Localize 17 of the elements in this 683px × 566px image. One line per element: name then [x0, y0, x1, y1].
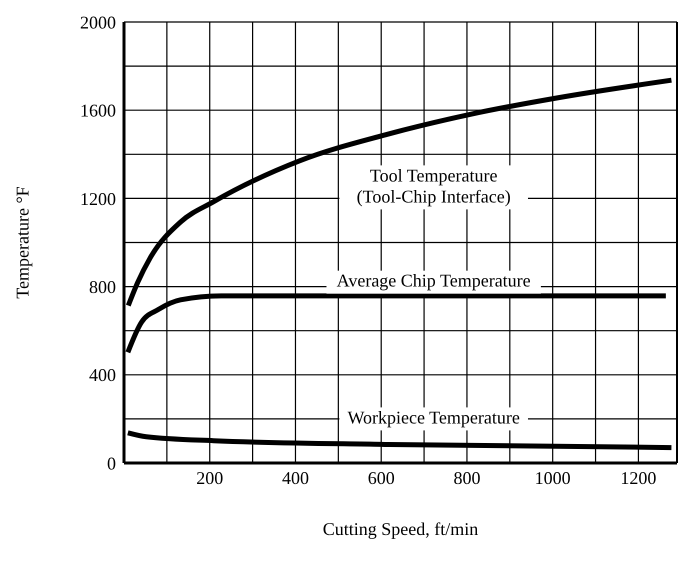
- y-tick-label: 2000: [80, 12, 116, 32]
- annotation: Average Chip Temperature: [336, 270, 531, 291]
- annotation: Tool Temperature (Tool-Chip Interface): [356, 165, 511, 206]
- y-tick-label: 0: [107, 453, 116, 474]
- y-tick-label: 1600: [80, 100, 116, 121]
- y-tick-label: 800: [89, 276, 116, 297]
- x-tick-label: 1200: [620, 468, 656, 488]
- x-tick-label: 200: [196, 468, 224, 488]
- x-tick-label: 800: [453, 468, 480, 488]
- y-axis-title: Temperature °F: [12, 186, 32, 299]
- x-tick-label: 1000: [534, 468, 571, 488]
- x-tick-label: 400: [282, 468, 309, 488]
- y-tick-label: 400: [89, 365, 116, 386]
- x-tick-label: 600: [368, 468, 395, 488]
- x-axis-title: Cutting Speed, ft/min: [322, 519, 478, 539]
- y-tick-label: 1200: [80, 188, 116, 209]
- annotation: Workpiece Temperature: [347, 407, 520, 428]
